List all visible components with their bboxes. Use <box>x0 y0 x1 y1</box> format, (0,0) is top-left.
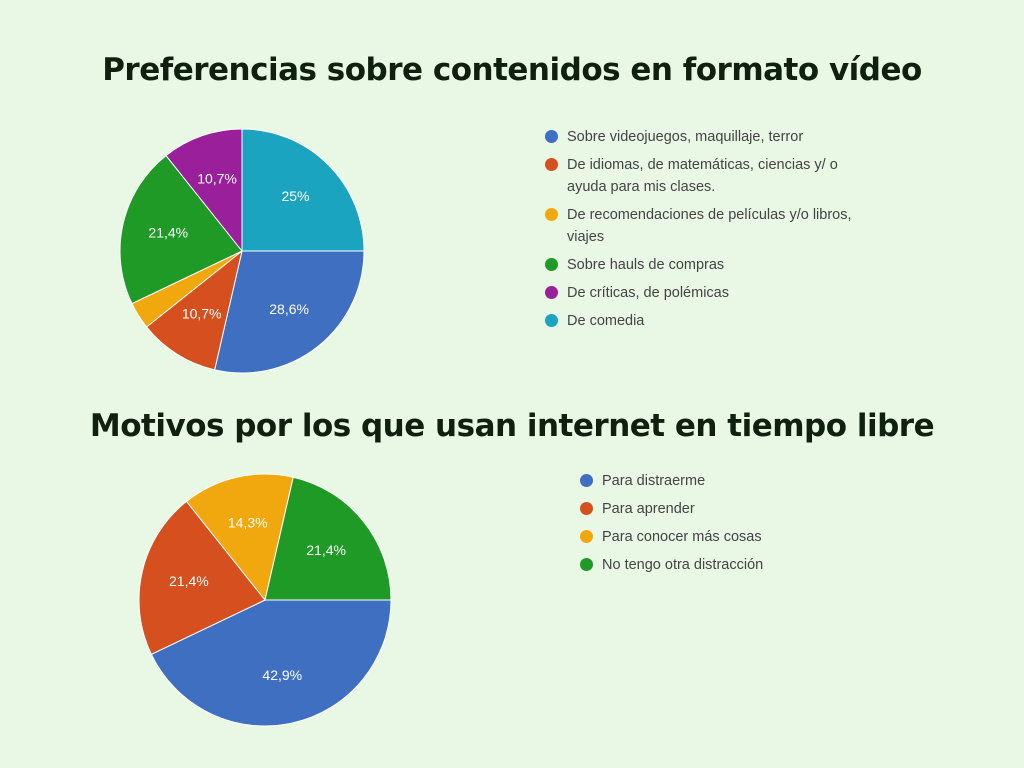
legend-swatch <box>545 208 558 221</box>
legend-label: Para distraerme <box>602 473 706 489</box>
legend-label: No tengo otra distracción <box>602 557 764 573</box>
legend-swatch <box>580 502 593 515</box>
pie-slice <box>138 500 266 656</box>
data-label: 25% <box>281 188 309 204</box>
legend-label: De críticas, de polémicas <box>567 285 729 301</box>
legend-item: De críticas, de polémicas <box>545 282 855 304</box>
legend-item: De comedia <box>545 310 855 332</box>
legend-swatch <box>545 158 558 171</box>
legend-swatch <box>580 530 593 543</box>
legend-swatch <box>545 130 558 143</box>
legend-label: Sobre hauls de compras <box>567 257 725 273</box>
legend-label: Para conocer más cosas <box>602 529 762 545</box>
pie-slice <box>185 473 294 602</box>
legend-swatch <box>545 314 558 327</box>
legend-item: Para conocer más cosas <box>580 526 880 548</box>
legend-swatch <box>545 258 558 271</box>
pie-slice <box>214 250 365 374</box>
data-label: 10,7% <box>197 170 237 186</box>
pie-slice <box>119 154 243 305</box>
data-label: 21,4% <box>148 225 188 241</box>
pie-slice <box>241 128 365 252</box>
legend-label: Para aprender <box>602 501 695 517</box>
legend: Sobre videojuegos, maquillaje, terror De … <box>545 126 855 338</box>
legend-swatch <box>580 474 593 487</box>
legend-label: De recomendaciones de películas y/o libr… <box>567 207 852 245</box>
legend-item: Para aprender <box>580 498 880 520</box>
data-label: 28,6% <box>269 301 309 317</box>
legend-item: Sobre hauls de compras <box>545 254 855 276</box>
pie-slice <box>165 128 243 253</box>
pie-slice <box>145 249 243 371</box>
pie-slice <box>264 476 392 601</box>
data-label: 10,7% <box>182 306 222 322</box>
legend-swatch <box>545 286 558 299</box>
legend-item: No tengo otra distracción <box>580 554 880 576</box>
legend-label: De comedia <box>567 313 645 329</box>
legend: Para distraerme Para aprender Para conocer… <box>580 470 880 582</box>
legend-label: De idiomas, de matemáticas, ciencias y/ … <box>567 157 838 195</box>
pie-slice <box>150 599 392 727</box>
legend-item: De recomendaciones de películas y/o libr… <box>545 204 855 248</box>
legend-item: Para distraerme <box>580 470 880 492</box>
legend-item: De idiomas, de matemáticas, ciencias y/ … <box>545 154 855 198</box>
data-label: 21,4% <box>306 542 346 558</box>
legend-swatch <box>580 558 593 571</box>
data-label: 42,9% <box>262 667 302 683</box>
data-label: 14,3% <box>228 515 268 531</box>
legend-item: Sobre videojuegos, maquillaje, terror <box>545 126 855 148</box>
chart-title: Motivos por los que usan internet en tie… <box>89 408 935 444</box>
chart-title: Preferencias sobre contenidos en formato… <box>102 52 922 88</box>
legend-label: Sobre videojuegos, maquillaje, terror <box>567 129 804 145</box>
data-label: 21,4% <box>169 573 209 589</box>
